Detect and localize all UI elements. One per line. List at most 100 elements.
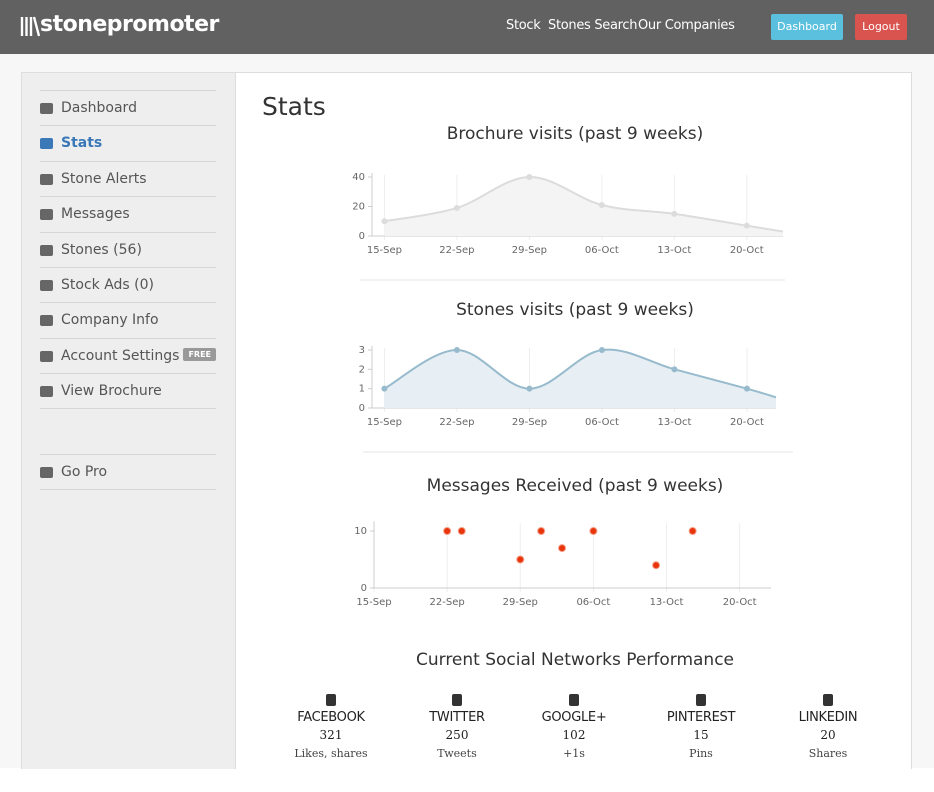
- point: [443, 527, 452, 535]
- menu-divider: [40, 408, 216, 409]
- menu-item[interactable]: Stock Ads (0): [40, 267, 216, 302]
- y-tick-label: 0: [361, 583, 367, 594]
- page-heading: Stats: [262, 92, 326, 121]
- menu-icon: [40, 351, 53, 362]
- menu-label: Company Info: [61, 312, 159, 328]
- menu-label: Stone Alerts: [61, 171, 147, 187]
- chart-title: Stones visits (past 9 weeks): [456, 300, 694, 320]
- x-tick-label: 22-Sep: [439, 417, 474, 428]
- y-tick-label: 2: [359, 364, 365, 375]
- point: [671, 210, 678, 217]
- menu-item[interactable]: Go Pro: [40, 454, 216, 490]
- network-caption: Likes, shares: [294, 747, 368, 760]
- network-count: 102: [562, 728, 586, 742]
- point: [671, 366, 678, 373]
- menu-icon: [40, 245, 53, 256]
- point: [526, 174, 533, 180]
- menu-icon: [40, 138, 53, 149]
- menu-item[interactable]: View Brochure: [40, 373, 216, 408]
- menu-item[interactable]: Messages: [40, 196, 216, 231]
- social-title: Current Social Networks Performance: [415, 650, 735, 670]
- x-tick-label: 13-Oct: [658, 417, 692, 428]
- logo[interactable]: stonepromoter: [40, 12, 219, 37]
- y-tick-label: 0: [359, 403, 365, 414]
- x-tick-label: 15-Sep: [367, 417, 402, 428]
- network-name: LINKEDIN: [798, 710, 858, 725]
- y-tick-label: 20: [352, 202, 365, 213]
- area: [384, 176, 783, 236]
- x-tick-label: 13-Oct: [650, 597, 684, 608]
- point: [453, 347, 460, 353]
- y-tick-label: 3: [359, 345, 365, 356]
- nav-link[interactable]: Our Companies: [638, 18, 735, 33]
- nav-link[interactable]: Stock: [506, 18, 541, 33]
- network-count: 250: [445, 728, 469, 742]
- menu-label: Account Settings: [61, 348, 180, 364]
- sidebar: [21, 72, 236, 769]
- network-name: GOOGLE+: [541, 710, 607, 725]
- y-tick-label: 0: [359, 231, 365, 242]
- point: [453, 204, 460, 211]
- point: [589, 527, 598, 535]
- menu-item[interactable]: Dashboard: [40, 90, 216, 125]
- network-count: 321: [319, 728, 343, 742]
- menu-item[interactable]: Stone Alerts: [40, 161, 216, 196]
- menu-label: Messages: [61, 206, 130, 222]
- social-icon: [823, 694, 833, 706]
- chart-title: Messages Received (past 9 weeks): [427, 476, 724, 496]
- menu-item[interactable]: Stats: [40, 125, 216, 160]
- x-tick-label: 06-Oct: [576, 597, 610, 608]
- y-tick-label: 1: [359, 384, 365, 395]
- x-tick-label: 06-Oct: [585, 417, 619, 428]
- network-count: 15: [693, 728, 709, 742]
- dashboard-button[interactable]: Dashboard: [771, 14, 843, 40]
- chart-title: Brochure visits (past 9 weeks): [447, 124, 704, 144]
- network-caption: +1s: [563, 747, 585, 760]
- point: [688, 527, 697, 535]
- menu-icon: [40, 280, 53, 291]
- logout-button[interactable]: Logout: [855, 14, 907, 40]
- y-tick-label: 10: [354, 526, 367, 537]
- area: [384, 349, 776, 408]
- social-icon: [569, 694, 579, 706]
- menu-label: Dashboard: [61, 100, 137, 116]
- network-count: 20: [820, 728, 836, 742]
- y-tick-label: 40: [352, 172, 365, 183]
- network-caption: Tweets: [437, 747, 477, 760]
- x-tick-label: 22-Sep: [439, 245, 474, 256]
- social-icon: [452, 694, 462, 706]
- x-tick-label: 20-Oct: [730, 245, 764, 256]
- menu-icon: [40, 386, 53, 397]
- social-icon: [326, 694, 336, 706]
- point: [598, 347, 605, 353]
- x-tick-label: 29-Sep: [503, 597, 538, 608]
- menu-icon: [40, 315, 53, 326]
- menu-icon: [40, 209, 53, 220]
- x-tick-label: 15-Sep: [356, 597, 391, 608]
- x-tick-label: 29-Sep: [512, 245, 547, 256]
- network-name: PINTEREST: [666, 710, 736, 725]
- x-tick-label: 29-Sep: [512, 417, 547, 428]
- x-tick-label: 15-Sep: [367, 245, 402, 256]
- badge: FREE: [183, 348, 216, 361]
- menu-icon: [40, 174, 53, 185]
- social-icon: [696, 694, 706, 706]
- point: [743, 222, 750, 229]
- menu-icon: [40, 103, 53, 114]
- point: [526, 385, 533, 392]
- menu-item[interactable]: Stones (56): [40, 232, 216, 267]
- menu-label: Go Pro: [61, 464, 108, 480]
- point: [381, 218, 388, 225]
- point: [652, 561, 661, 570]
- point: [516, 555, 525, 564]
- network-name: FACEBOOK: [297, 710, 365, 725]
- point: [381, 385, 388, 392]
- menu-item[interactable]: Company Info: [40, 302, 216, 337]
- x-tick-label: 20-Oct: [723, 597, 757, 608]
- menu-item[interactable]: Account Settings FREE: [40, 338, 216, 373]
- top-bar: stonepromoter Stock Stones Search Our Co…: [0, 0, 934, 54]
- point: [558, 544, 567, 553]
- nav-link[interactable]: Stones Search: [548, 18, 638, 33]
